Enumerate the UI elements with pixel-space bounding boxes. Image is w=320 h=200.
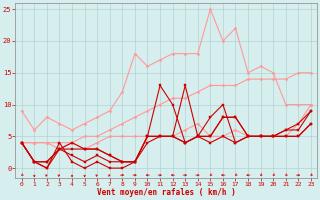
- X-axis label: Vent moyen/en rafales ( km/h ): Vent moyen/en rafales ( km/h ): [97, 188, 236, 197]
